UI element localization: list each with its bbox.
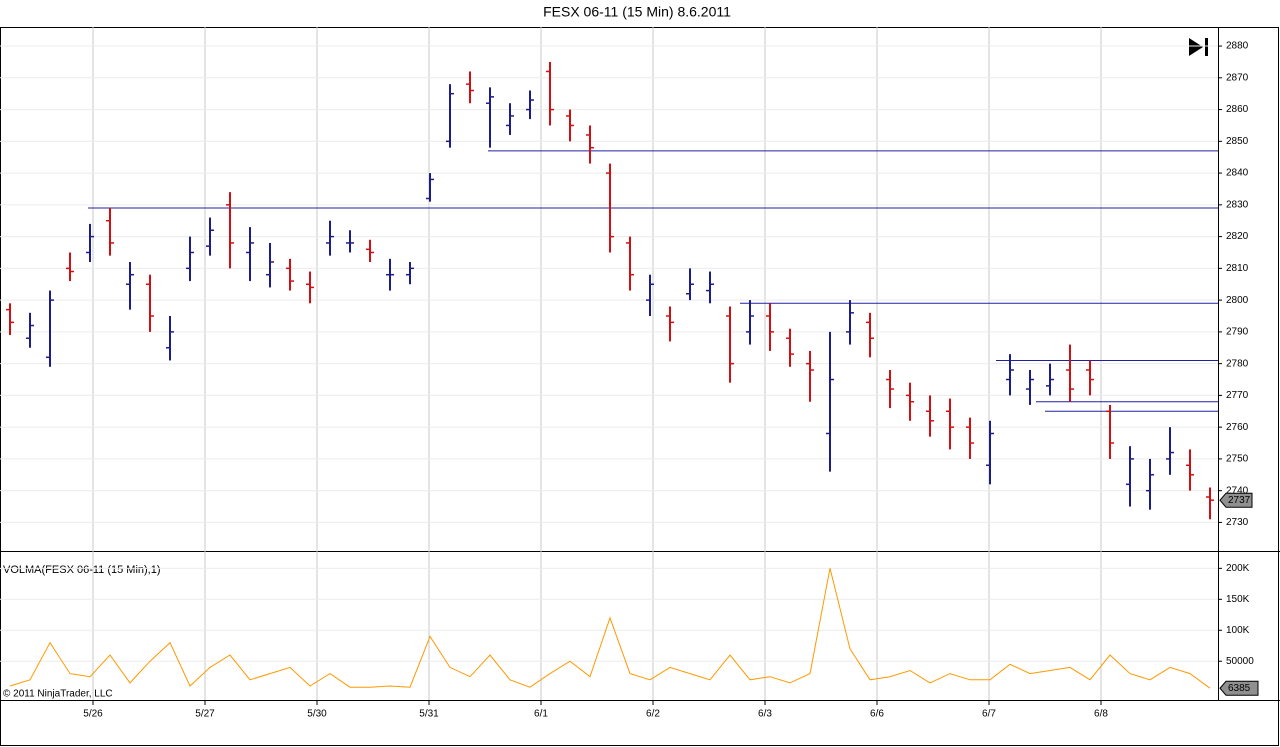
frame [0,27,1279,746]
y-tick-label: 2820 [1226,231,1249,242]
x-tick-label: 6/6 [870,709,884,720]
chart-title: FESX 06-11 (15 Min) 8.6.2011 [543,4,731,20]
y-tick-label: 2760 [1226,422,1249,433]
x-tick-label: 5/27 [195,709,215,720]
y-tick-label: 2880 [1226,41,1249,52]
y-tick-label: 2740 [1226,485,1249,496]
y-tick-label: 200K [1226,563,1250,574]
y-tick-label: 2780 [1226,358,1249,369]
x-tick-label: 5/31 [419,709,439,720]
x-tick-label: 6/3 [758,709,772,720]
copyright: © 2011 NinjaTrader, LLC [3,689,113,700]
y-tick-label: 100K [1226,625,1250,636]
y-tick-label: 2730 [1226,517,1249,528]
volume-line [9,568,1211,689]
y-tick-label: 2750 [1226,454,1249,465]
indicator-label: VOLMA(FESX 06-11 (15 Min),1) [3,564,161,576]
x-tick-label: 5/26 [83,709,103,720]
y-tick-label: 2840 [1226,168,1249,179]
x-tick-label: 6/8 [1094,709,1108,720]
y-tick-label: 2800 [1226,295,1249,306]
x-tick-label: 6/2 [646,709,660,720]
y-tick-label: 150K [1226,594,1250,605]
x-tick-label: 5/30 [307,709,327,720]
last-volume-marker [1219,680,1259,696]
last-volume-label: 6385 [1228,683,1251,694]
y-tick-label: 2810 [1226,263,1249,274]
y-tick-label: 2770 [1226,390,1249,401]
y-tick-label: 2860 [1226,104,1249,115]
y-tick-label: 2870 [1226,72,1249,83]
y-tick-label: 2830 [1226,199,1249,210]
x-tick-label: 6/7 [982,709,996,720]
x-tick-label: 6/1 [534,709,548,720]
last-price-label: 2737 [1228,495,1251,506]
y-tick-label: 2790 [1226,327,1249,338]
last-price-marker [1219,492,1253,508]
y-tick-label: 50000 [1226,656,1254,667]
end-bar-icon[interactable] [1205,38,1208,56]
scroll-end-button[interactable] [1189,38,1208,56]
play-icon[interactable] [1189,38,1203,56]
y-tick-label: 2850 [1226,136,1249,147]
